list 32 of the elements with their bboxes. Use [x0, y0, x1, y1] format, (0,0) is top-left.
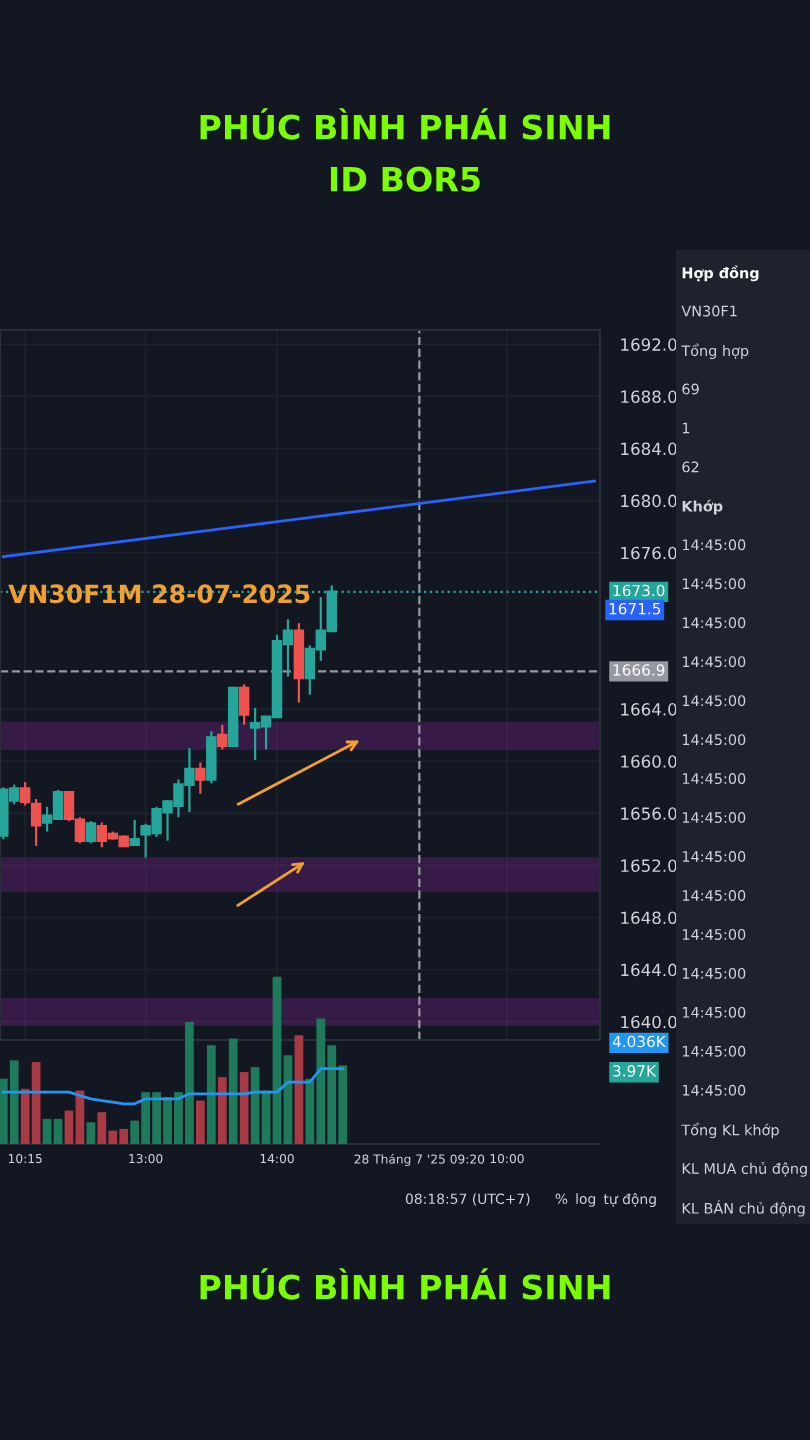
text: PHÚC BÌNH PHÁI SINH [200, 1268, 610, 1300]
annotation: VN30F1M 28-07-2025 [8, 584, 310, 604]
y-tick-label: 1648.0 [621, 911, 677, 925]
bar [217, 1077, 227, 1144]
candlestick [217, 723, 228, 751]
candlestick [85, 820, 97, 845]
y-tick-label: 1664.0 [621, 703, 677, 716]
bar [239, 1072, 249, 1144]
chart-subtitle: ID BOR5 [330, 166, 480, 192]
y-tick-label: 1688.0 [621, 390, 677, 404]
y-tick-label: 1644.0 [621, 963, 677, 977]
candlestick [19, 780, 31, 807]
candlestick [206, 730, 217, 785]
candlestick [293, 622, 305, 704]
candlestick [129, 818, 140, 847]
y-tick-label: 1660.0 [621, 755, 677, 768]
candlestick [238, 683, 250, 726]
y-tick-label: 1680.0 [621, 494, 677, 508]
y-tick-label: 1684.0 [621, 442, 677, 456]
y-tick-label: 1640.0 [621, 1015, 677, 1029]
bar [86, 1122, 96, 1144]
bar [206, 1045, 216, 1144]
candlestick [195, 761, 206, 795]
chart-title: PHÚC BÌNH PHÁI SINH [200, 108, 610, 140]
y-tick-label: 1676.0 [621, 546, 677, 560]
y-tick-label: 1652.0 [621, 859, 677, 872]
bar [294, 1035, 304, 1144]
bar [228, 1038, 238, 1144]
candlestick [30, 797, 42, 847]
bar [195, 1100, 205, 1144]
y-tick-label: 1692.0 [621, 338, 677, 351]
y-tick-label: 1656.0 [621, 807, 677, 820]
